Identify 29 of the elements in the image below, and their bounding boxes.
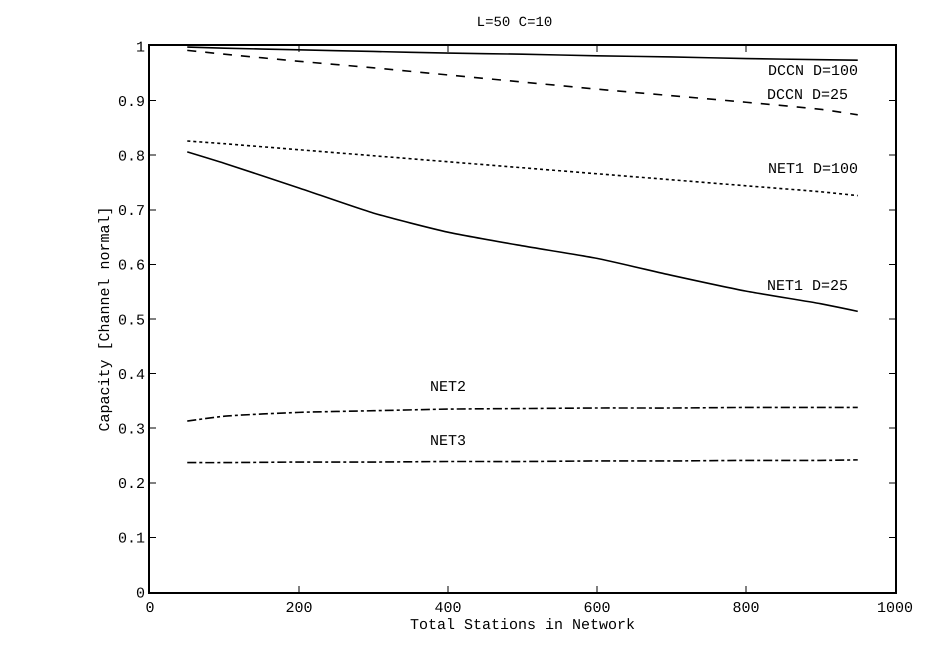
x-tick-label: 1000: [876, 600, 914, 617]
y-tick-label: 0.6: [118, 258, 145, 275]
chart-title: L=50 C=10: [476, 15, 552, 32]
y-tick-label: 0.5: [118, 312, 145, 330]
y-tick-label: 1: [136, 39, 145, 56]
y-tick-label: 0.1: [118, 530, 145, 548]
y-tick-label: 0.8: [118, 148, 145, 166]
series-label: NET1 D=100: [768, 161, 858, 178]
line-series: [186, 140, 859, 196]
y-tick-label: 0: [136, 585, 145, 602]
y-tick-label: 0.2: [118, 476, 145, 494]
x-axis-title: Total Stations in Network: [410, 617, 636, 634]
series-label: NET2: [430, 379, 466, 396]
x-tick-label: 800: [732, 600, 760, 617]
x-tick-label: 600: [583, 600, 611, 617]
x-tick-label: 200: [285, 600, 313, 617]
series-label: NET1 D=25: [767, 278, 848, 295]
series-label: NET3: [430, 433, 466, 450]
y-tick-label: 0.9: [118, 94, 145, 111]
y-tick-label: 0.4: [118, 366, 145, 384]
y-axis-title: Capacity [Channel normal]: [97, 206, 114, 432]
line-series: [186, 50, 859, 116]
series-label: DCCN D=100: [768, 63, 858, 80]
line-series: [186, 151, 859, 312]
y-tick-label: 0.7: [118, 203, 145, 220]
series-label: DCCN D=25: [767, 87, 848, 104]
line-series: [186, 406, 859, 422]
x-tick-label: 400: [434, 600, 462, 617]
y-tick-label: 0.3: [118, 421, 145, 438]
